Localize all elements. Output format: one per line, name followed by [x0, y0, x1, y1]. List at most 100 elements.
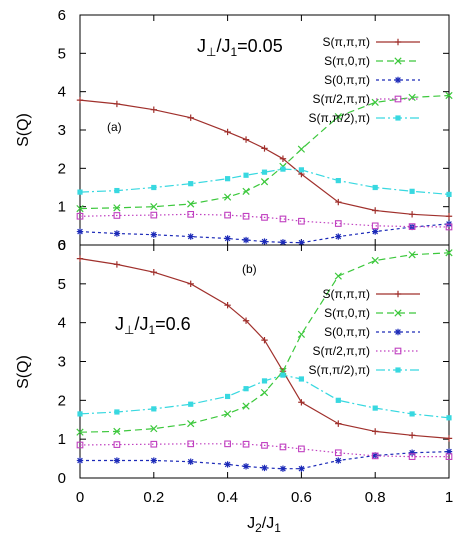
data-point: [298, 399, 305, 406]
data-point: [335, 397, 341, 403]
data-point: [76, 228, 84, 235]
data-point: [188, 401, 194, 407]
data-point: [298, 376, 304, 382]
data-point: [76, 96, 84, 104]
data-point: [261, 238, 268, 245]
data-point: [261, 378, 268, 384]
data-point: [372, 207, 379, 214]
data-point: [151, 184, 157, 191]
legend-label: S(0,π,π): [324, 73, 370, 87]
data-point: [188, 181, 194, 187]
data-point: [187, 440, 195, 448]
data-point: [371, 222, 379, 230]
legend-label: S(π/2,π,π): [312, 92, 370, 106]
data-point: [408, 223, 416, 230]
series-line: [79, 213, 450, 228]
data-point: [445, 448, 453, 455]
panel-a-ytick-labels: 0 1 2 3 4 5 6: [58, 7, 66, 254]
legend-marker: [394, 290, 402, 298]
xtick-label: 0: [76, 489, 84, 506]
data-point: [223, 193, 232, 201]
data-point: [298, 217, 305, 225]
legend-label: S(π,π/2),π): [308, 111, 370, 125]
data-point: [224, 211, 231, 219]
ytick-label: 3: [58, 122, 66, 139]
data-point: [334, 272, 342, 280]
data-point: [77, 189, 83, 195]
data-point: [113, 457, 121, 464]
data-point: [260, 388, 269, 397]
legend-marker: [395, 367, 401, 373]
data-point: [187, 114, 194, 121]
xtick-label: 0.8: [365, 489, 386, 506]
data-point: [76, 441, 84, 449]
series-line: [79, 94, 450, 210]
legend-marker: [394, 347, 402, 355]
data-point: [113, 230, 121, 237]
data-point: [242, 402, 250, 410]
panel-b-annotation-value: =0.6: [155, 314, 191, 334]
data-point: [297, 330, 306, 338]
ytick-label: 1: [58, 431, 66, 448]
data-point: [298, 239, 305, 246]
data-point: [225, 176, 231, 182]
legend-marker: [394, 309, 402, 317]
panel-b-ticks: [79, 244, 450, 479]
data-point: [76, 204, 84, 213]
ytick-label: 6: [58, 7, 66, 24]
data-point: [408, 449, 416, 456]
data-point: [297, 145, 306, 153]
data-point: [150, 231, 157, 238]
panel-b-ylabel: S(Q): [15, 355, 32, 389]
panel-a-legend: S(π,π,π) S(π,0,π) S(0,π,π) S(π/2,π,π) S(π,π/…: [308, 35, 420, 125]
data-point: [113, 204, 121, 212]
data-point: [334, 449, 342, 457]
ytick-label: 3: [58, 354, 66, 371]
ytick-label: 4: [58, 84, 66, 101]
data-point: [371, 98, 379, 107]
panel-a-tag: (a): [107, 120, 122, 134]
data-point: [445, 453, 453, 460]
data-point: [242, 187, 250, 195]
data-point: [372, 452, 379, 459]
data-point: [151, 406, 157, 412]
data-point: [243, 386, 249, 392]
panel-b-xlabel-mid: /J: [262, 515, 274, 532]
panel-b-annotation-mid: /J: [134, 314, 148, 334]
data-point: [223, 410, 232, 418]
legend-label: S(π,π/2),π): [308, 363, 370, 377]
panel-b-xlabel-sub1: 2: [255, 521, 262, 535]
data-point: [76, 428, 84, 436]
data-point: [76, 255, 84, 262]
panel-b-xlabel-j: J: [247, 515, 255, 532]
data-point: [261, 336, 268, 344]
legend-marker: [394, 76, 402, 84]
data-point: [445, 223, 453, 231]
data-point: [446, 415, 452, 421]
data-point: [224, 440, 231, 448]
panel-a-annotation-mid: /J: [216, 36, 230, 56]
data-point: [371, 256, 379, 265]
data-point: [280, 166, 286, 172]
data-point: [335, 233, 342, 240]
panel-b-legend: S(π,π,π) S(π,0,π) S(0,π,π) S(π/2,π,π) S(π,π/…: [308, 287, 420, 377]
panel-a-series: [76, 91, 453, 246]
data-point: [372, 428, 379, 435]
data-point: [261, 442, 268, 449]
data-point: [242, 236, 250, 244]
data-point: [335, 420, 342, 427]
data-point: [150, 425, 158, 433]
panel-b-annotation: J⊥/J1=0.6: [115, 314, 191, 337]
xtick-label: 0.4: [217, 489, 238, 506]
data-point: [261, 169, 268, 175]
data-point: [279, 215, 287, 223]
data-point: [76, 457, 84, 464]
data-point: [408, 251, 416, 259]
panel-a-annotation-j: J: [197, 36, 206, 56]
legend-marker: [394, 57, 402, 65]
ytick-label: 1: [58, 199, 66, 216]
legend-label: S(π,π,π): [322, 287, 370, 301]
data-point: [445, 213, 453, 220]
